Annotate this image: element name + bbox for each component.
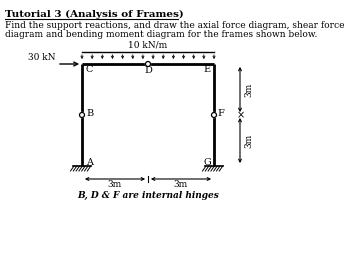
Text: E: E xyxy=(204,65,211,74)
Text: Tutorial 3 (Analysis of Frames): Tutorial 3 (Analysis of Frames) xyxy=(5,10,184,19)
Circle shape xyxy=(79,113,84,118)
Text: 3m: 3m xyxy=(244,82,253,97)
Circle shape xyxy=(146,61,150,67)
Text: 30 kN: 30 kN xyxy=(28,53,56,62)
Text: D: D xyxy=(144,66,152,75)
Circle shape xyxy=(211,113,217,118)
Text: 3m: 3m xyxy=(244,133,253,148)
Text: G: G xyxy=(203,158,211,167)
Text: diagram and bending moment diagram for the frames shown below.: diagram and bending moment diagram for t… xyxy=(5,30,317,39)
Text: A: A xyxy=(86,158,93,167)
Text: B: B xyxy=(86,109,93,119)
Text: F: F xyxy=(217,109,224,119)
Text: B, D & F are internal hinges: B, D & F are internal hinges xyxy=(77,191,219,200)
Text: Find the support reactions, and draw the axial force diagram, shear force: Find the support reactions, and draw the… xyxy=(5,21,344,30)
Text: 10 kN/m: 10 kN/m xyxy=(128,41,168,50)
Text: 3m: 3m xyxy=(108,180,122,189)
Text: $\times$: $\times$ xyxy=(236,110,244,120)
Text: 3m: 3m xyxy=(174,180,188,189)
Text: C: C xyxy=(85,65,92,74)
